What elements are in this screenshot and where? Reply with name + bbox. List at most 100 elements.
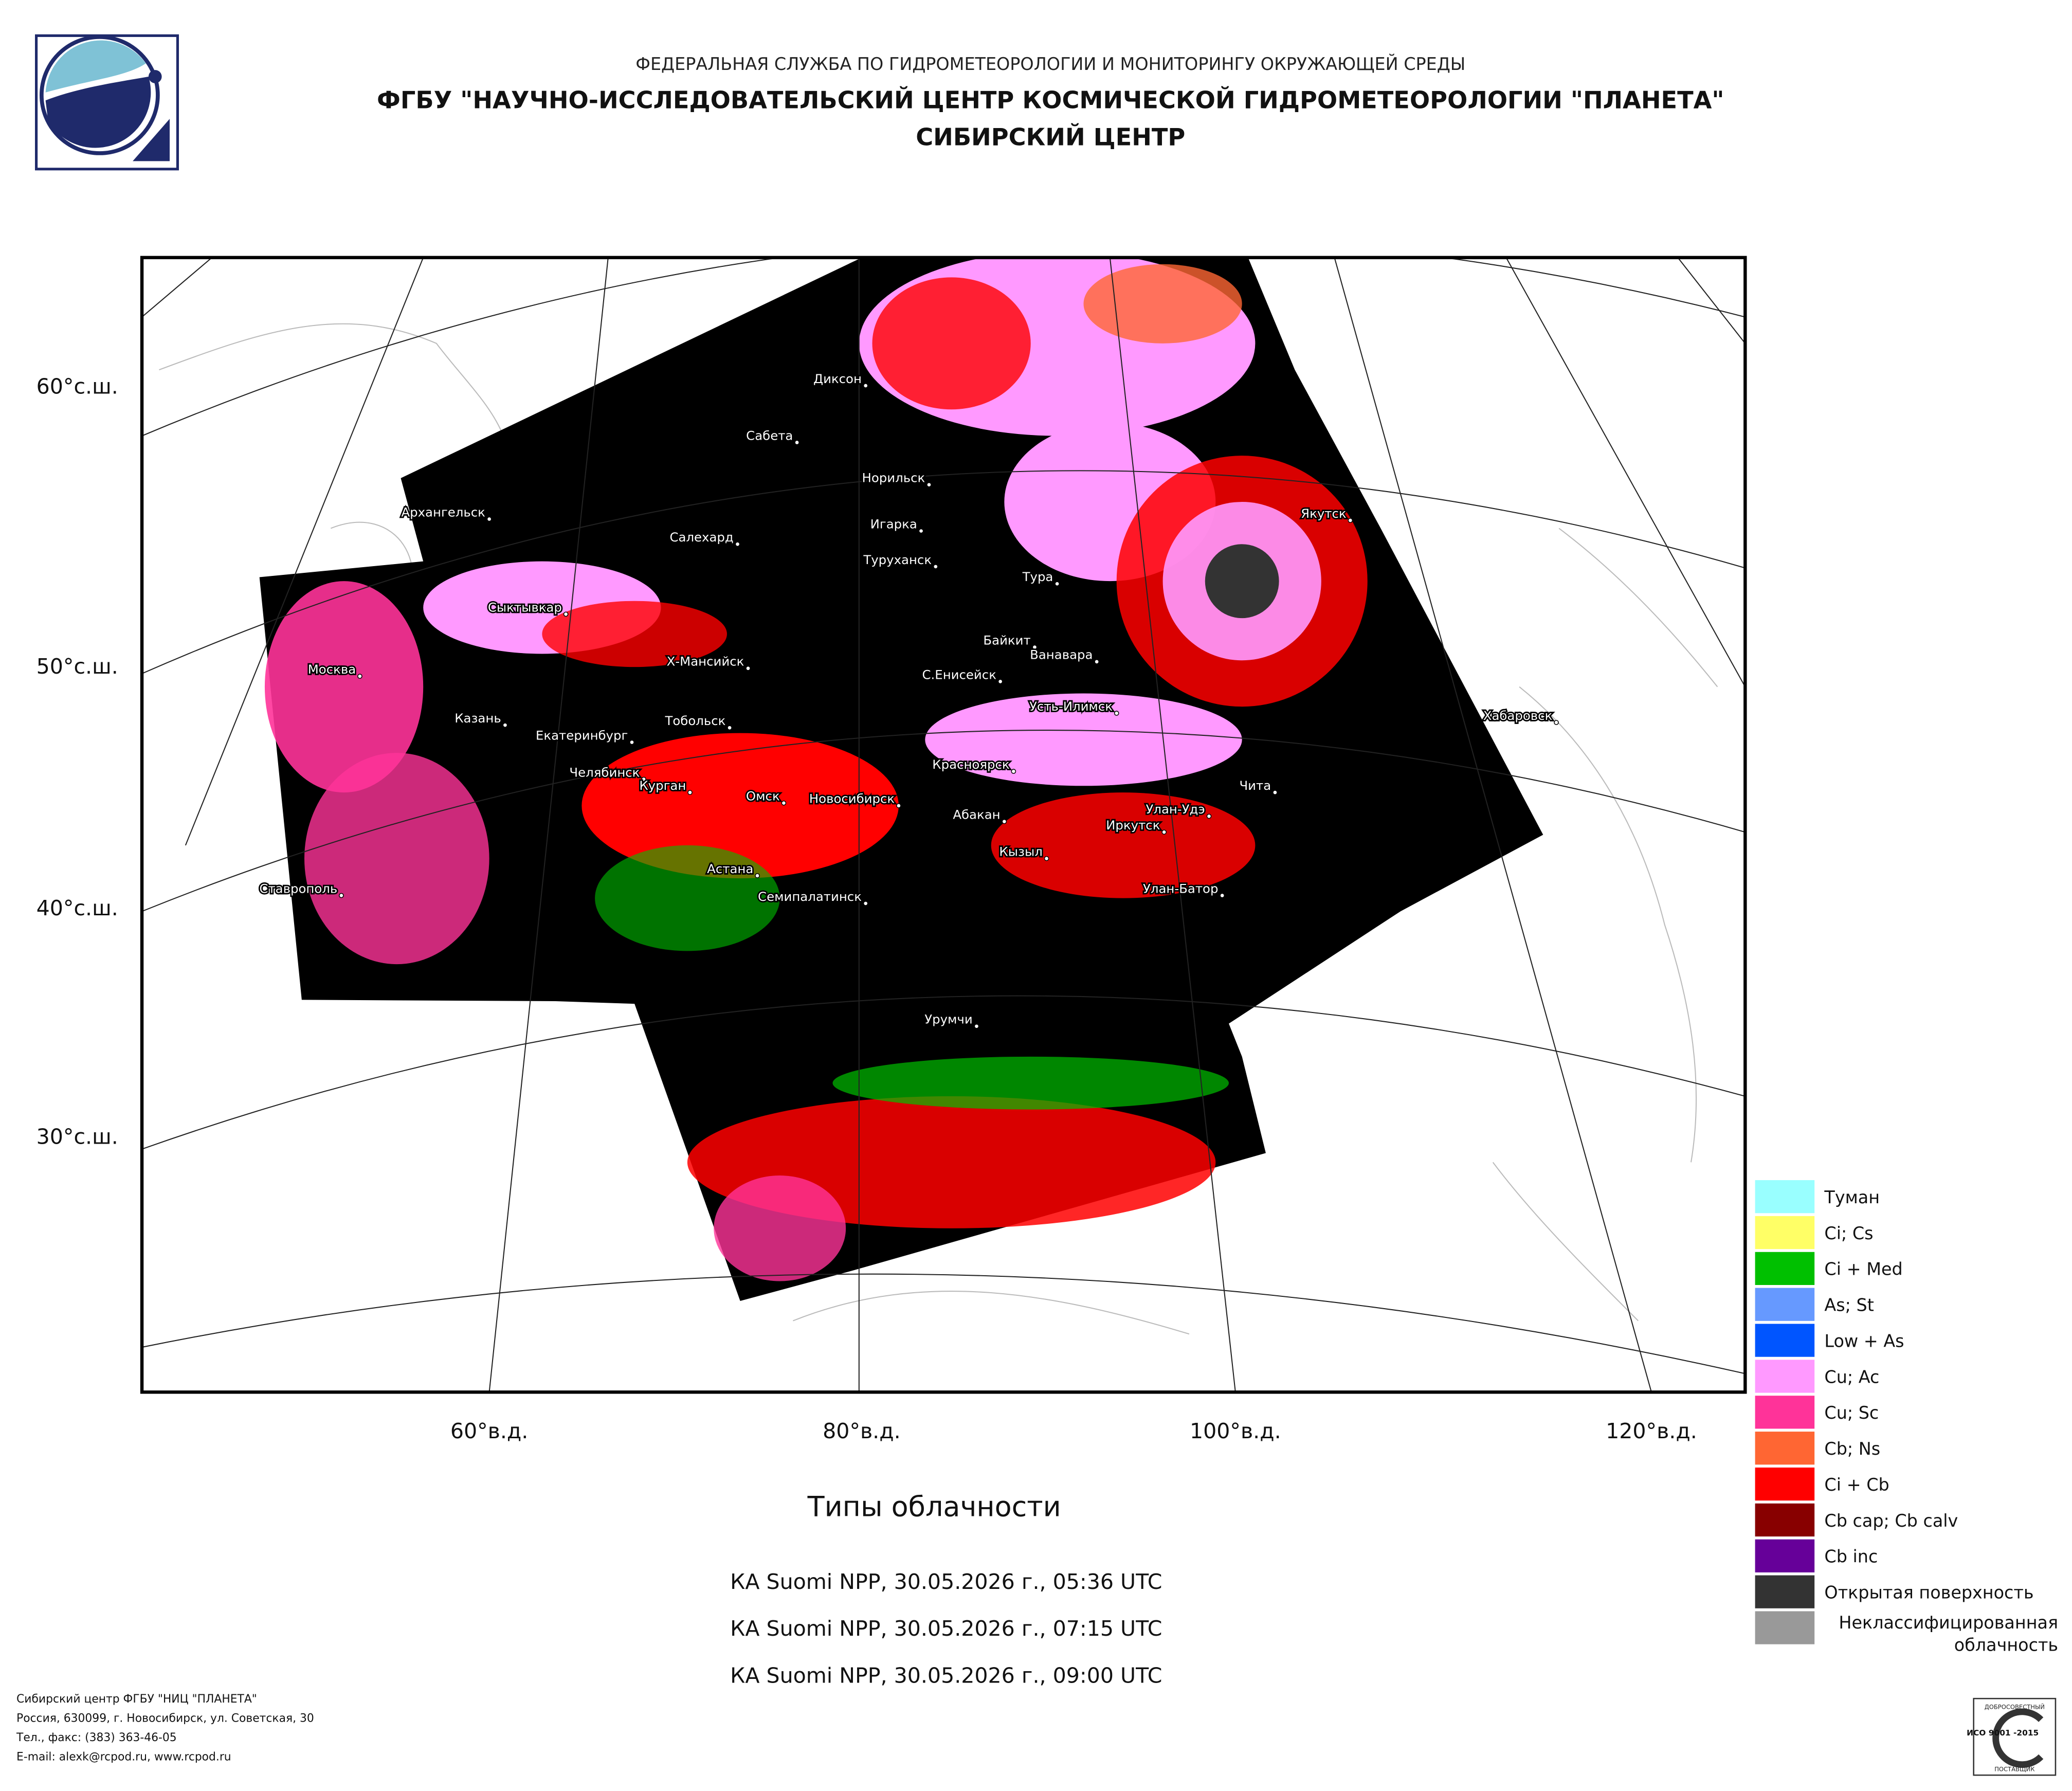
city-label: Салехард bbox=[669, 530, 733, 545]
lat-label: 30°с.ш. bbox=[37, 1124, 118, 1149]
badge: ДОБРОСОВЕСТНЫЙ ИСО 9001 -2015 ПОСТАВЩИК bbox=[1967, 1697, 2057, 1776]
city-dot bbox=[1161, 829, 1167, 835]
cities: Диксон Сабета Норильск Архангельск Игарка Сал… bbox=[258, 370, 1559, 1029]
city-label: Урумчи bbox=[924, 1012, 972, 1027]
passes: КА Suomi NPP, 30.05.2026 г., 05:36 UTC КА… bbox=[730, 1569, 1162, 1688]
logo bbox=[35, 34, 179, 171]
legend-swatch bbox=[1754, 1251, 1816, 1287]
city-dot bbox=[933, 564, 938, 569]
lon-label: 60°в.д. bbox=[450, 1419, 529, 1443]
legend-swatch bbox=[1754, 1538, 1816, 1574]
legend-label: Ci + Cb bbox=[1824, 1475, 1889, 1495]
city-dot bbox=[1273, 790, 1278, 795]
city-label: Семипалатинск bbox=[758, 889, 862, 904]
city-label: Якутск bbox=[1301, 506, 1346, 521]
city-label: Хабаровск bbox=[1483, 708, 1553, 723]
city-dot bbox=[1094, 659, 1100, 664]
legend: Туман Ci; Cs Ci + Med As; St Low + As Cu; Ac C… bbox=[1754, 1179, 2059, 1657]
footer-line: Россия, 630099, г. Новосибирск, ул. Сове… bbox=[16, 1712, 314, 1725]
legend-label: Неклассифицированная облачность bbox=[1839, 1614, 2059, 1657]
city-label: Улан-Удэ bbox=[1146, 802, 1205, 817]
city-label: Тура bbox=[1022, 569, 1053, 584]
footer-line: Сибирский центр ФГБУ "НИЦ "ПЛАНЕТА" bbox=[16, 1693, 257, 1706]
badge-top: ДОБРОСОВЕСТНЫЙ bbox=[1985, 1703, 2045, 1711]
legend-swatch bbox=[1754, 1322, 1816, 1359]
map-frame bbox=[140, 256, 1747, 1394]
division: СИБИРСКИЙ ЦЕНТР bbox=[916, 123, 1185, 151]
city-dot bbox=[896, 803, 901, 808]
city-label: Игарка bbox=[870, 516, 917, 531]
legend-label: Ci + Med bbox=[1824, 1259, 1902, 1279]
city-dot bbox=[997, 679, 1003, 684]
city-dot bbox=[1032, 644, 1038, 650]
city-dot bbox=[735, 541, 740, 547]
city-dot bbox=[755, 873, 760, 878]
city-label: Туруханск bbox=[863, 552, 932, 567]
legend-swatch bbox=[1754, 1179, 1816, 1215]
city-label: Чита bbox=[1239, 778, 1271, 793]
city-label: Омск bbox=[746, 789, 780, 804]
city-dot bbox=[863, 901, 868, 906]
city-dot bbox=[794, 440, 799, 445]
city-label: Красноярск bbox=[932, 757, 1009, 772]
center-name: ФГБУ "НАУЧНО-ИССЛЕДОВАТЕЛЬСКИЙ ЦЕНТР КОС… bbox=[377, 86, 1724, 114]
legend-swatch bbox=[1754, 1430, 1816, 1466]
city-label: Архангельск bbox=[401, 504, 485, 519]
caption: Типы облачности bbox=[807, 1491, 1061, 1523]
city-label: Новосибирск bbox=[809, 791, 895, 806]
legend-label: Cb inc bbox=[1824, 1547, 1878, 1567]
city-label: Абакан bbox=[953, 807, 1000, 822]
city-label: Тобольск bbox=[664, 713, 725, 728]
legend-swatch bbox=[1754, 1287, 1816, 1323]
city-label: Ванавара bbox=[1030, 647, 1093, 662]
city-label: Ставрополь bbox=[259, 881, 337, 896]
city-dot bbox=[502, 722, 508, 728]
lat-label: 60°с.ш. bbox=[37, 374, 118, 399]
city-dot bbox=[1114, 711, 1119, 716]
city-dot bbox=[926, 482, 932, 487]
footer-line: Тел., факс: (383) 363-46-05 bbox=[16, 1731, 177, 1744]
city-label: Сабета bbox=[746, 428, 793, 443]
city-dot bbox=[563, 611, 569, 617]
legend-swatch bbox=[1754, 1215, 1816, 1251]
city-dot bbox=[1011, 769, 1016, 774]
city-dot bbox=[863, 383, 868, 388]
city-dot bbox=[357, 674, 362, 679]
city-label: Курган bbox=[639, 778, 686, 793]
lon-label: 80°в.д. bbox=[823, 1419, 901, 1443]
city-dot bbox=[781, 800, 787, 806]
pass: КА Suomi NPP, 30.05.2026 г., 07:15 UTC bbox=[730, 1616, 1162, 1641]
city-label: Х-Мансийск bbox=[667, 654, 744, 669]
city-dot bbox=[1554, 720, 1559, 725]
city-dot bbox=[687, 790, 693, 795]
city-label: Кызыл bbox=[999, 844, 1042, 859]
city-label: Усть-Илимск bbox=[1029, 699, 1113, 714]
legend-label: Cb cap; Cb calv bbox=[1824, 1511, 1958, 1531]
city-dot bbox=[1002, 819, 1007, 824]
lon-label: 100°в.д. bbox=[1190, 1419, 1281, 1443]
city-dot bbox=[1055, 581, 1060, 587]
city-dot bbox=[727, 725, 732, 731]
footer: Сибирский центр ФГБУ "НИЦ "ПЛАНЕТА" Росси… bbox=[16, 1693, 314, 1764]
graticule bbox=[142, 257, 1746, 1392]
city-dot bbox=[1348, 518, 1353, 523]
legend-swatch bbox=[1754, 1502, 1816, 1538]
legend-swatch bbox=[1754, 1573, 1816, 1610]
legend-label: Low + As bbox=[1824, 1331, 1904, 1351]
lat-label: 40°с.ш. bbox=[37, 896, 118, 920]
city-label: Казань bbox=[455, 711, 501, 726]
city-dot bbox=[918, 528, 924, 534]
city-dot bbox=[1206, 813, 1212, 819]
legend-label: Ci; Cs bbox=[1824, 1223, 1873, 1243]
legend-label: Cb; Ns bbox=[1824, 1439, 1880, 1459]
city-label: Сыктывкар bbox=[488, 600, 562, 614]
legend-label-box: Неклассифицированная облачность bbox=[1839, 1614, 2059, 1657]
pass: КА Suomi NPP, 30.05.2026 г., 09:00 UTC bbox=[730, 1663, 1162, 1688]
legend-label: Cu; Ac bbox=[1824, 1367, 1879, 1387]
city-label: Диксон bbox=[813, 371, 862, 386]
legend-swatch bbox=[1754, 1394, 1816, 1431]
city-label: Екатеринбург bbox=[536, 728, 628, 743]
city-dot bbox=[1044, 856, 1049, 861]
legend-swatch bbox=[1754, 1466, 1816, 1502]
